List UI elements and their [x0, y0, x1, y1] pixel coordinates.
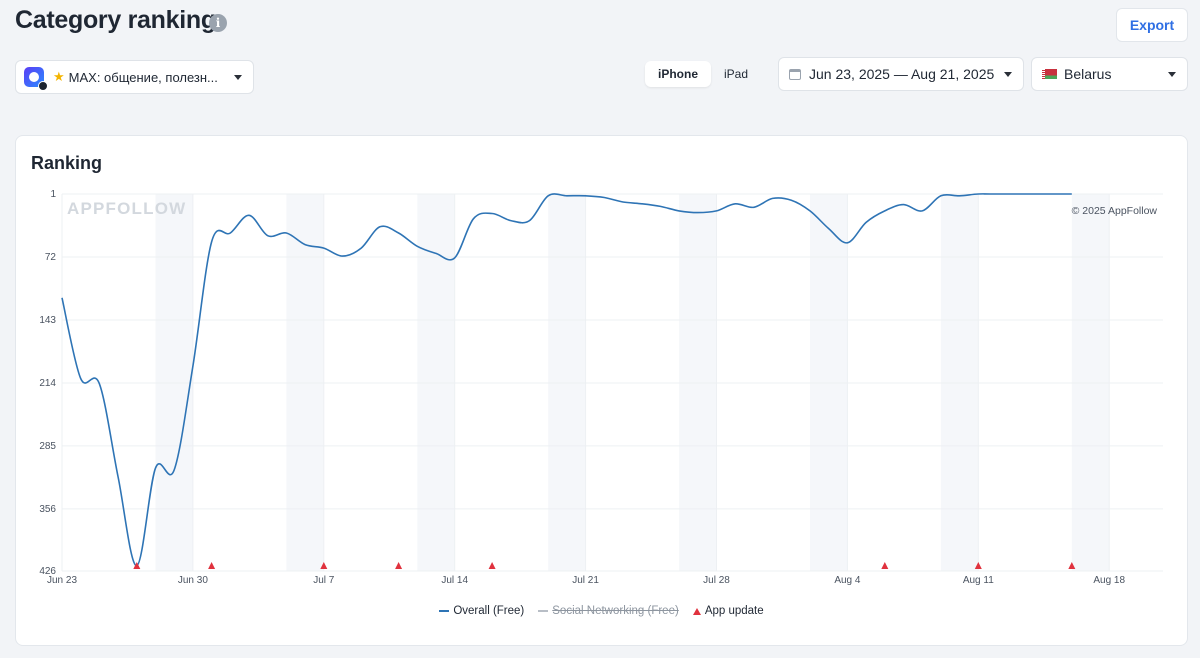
- y-tick-label: 214: [39, 378, 56, 389]
- star-icon: ★: [53, 69, 65, 84]
- triangle-icon: [692, 607, 701, 615]
- x-tick-label: Jul 7: [313, 575, 335, 586]
- app-update-marker: [208, 562, 216, 569]
- ranking-card: Ranking 1 72 143 214 285 356 426 Jun 23 Jun 30 Ju…: [15, 135, 1188, 646]
- date-range-text: Jun 23, 2025 — Aug 21, 2025: [809, 66, 995, 82]
- series-line-overall[interactable]: [61, 193, 1072, 567]
- x-tick-label: Jun 30: [178, 575, 208, 586]
- legend-line-icon: [439, 610, 450, 612]
- app-update-marker: [974, 562, 982, 569]
- legend-label: App update: [704, 605, 764, 617]
- x-tick-label: Aug 4: [834, 575, 861, 586]
- export-button[interactable]: Export: [1116, 8, 1188, 42]
- legend-label: Social Networking (Free): [552, 605, 679, 617]
- device-iphone-button[interactable]: iPhone: [645, 61, 712, 87]
- app-update-marker: [395, 562, 403, 569]
- legend-line-icon: [538, 610, 549, 612]
- x-tick-label: Jul 21: [572, 575, 599, 586]
- app-update-marker: [1068, 562, 1076, 569]
- x-tick-label: Jul 28: [703, 575, 730, 586]
- app-update-marker: [133, 562, 141, 569]
- legend-overall[interactable]: Overall (Free): [439, 605, 524, 617]
- app-icon: [24, 67, 48, 91]
- info-icon[interactable]: i: [209, 14, 227, 32]
- chevron-down-icon: [1168, 71, 1176, 77]
- y-tick-label: 285: [39, 441, 56, 452]
- x-tick-label: Jul 14: [441, 575, 468, 586]
- x-tick-label: Aug 11: [963, 575, 994, 586]
- device-toggle: iPhone iPad: [645, 58, 761, 90]
- watermark: APPFOLLOW: [67, 199, 186, 218]
- y-tick-label: 356: [39, 504, 56, 515]
- flag-icon: [1042, 69, 1057, 79]
- y-tick-label: 143: [39, 315, 56, 326]
- legend: Overall (Free) Social Networking (Free) …: [16, 605, 1187, 617]
- app-update-marker: [320, 562, 328, 569]
- x-tick-label: Jun 23: [47, 575, 77, 586]
- legend-social-networking[interactable]: Social Networking (Free): [538, 605, 679, 617]
- x-tick-label: Aug 18: [1093, 575, 1125, 586]
- app-update-marker: [881, 562, 889, 569]
- calendar-icon: [789, 68, 801, 80]
- app-select[interactable]: ★ MAX: общение, полезн...: [15, 60, 254, 94]
- country-select[interactable]: Belarus: [1031, 57, 1188, 91]
- legend-app-update[interactable]: App update: [692, 605, 764, 617]
- legend-label: Overall (Free): [453, 605, 525, 617]
- chevron-down-icon: [1004, 71, 1012, 77]
- page-title: Category ranking: [15, 6, 216, 34]
- chevron-down-icon: [234, 74, 242, 80]
- apple-icon: [38, 81, 48, 91]
- y-tick-label: 426: [39, 566, 56, 577]
- y-tick-label: 1: [50, 189, 56, 200]
- copyright: © 2025 AppFollow: [1072, 205, 1158, 217]
- app-update-marker: [488, 562, 496, 569]
- y-tick-label: 72: [45, 252, 57, 263]
- date-range-select[interactable]: Jun 23, 2025 — Aug 21, 2025: [778, 57, 1024, 91]
- card-title: Ranking: [31, 153, 103, 173]
- app-name: MAX: общение, полезн...: [68, 69, 218, 85]
- device-ipad-button[interactable]: iPad: [724, 67, 749, 81]
- country-text: Belarus: [1064, 66, 1112, 82]
